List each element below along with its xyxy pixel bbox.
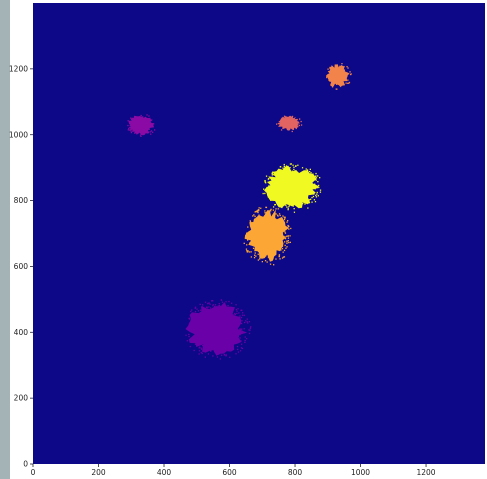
x-tick-label: 800 bbox=[288, 468, 303, 477]
x-tick-label: 600 bbox=[222, 468, 237, 477]
x-tick-label: 1200 bbox=[416, 468, 435, 477]
x-tick-label: 200 bbox=[91, 468, 106, 477]
cluster-region-4 bbox=[127, 114, 156, 137]
y-tick-label: 600 bbox=[14, 262, 29, 271]
y-tick-label: 0 bbox=[23, 460, 28, 469]
x-axis: 0 200 400 600 800 1000 1200 bbox=[31, 464, 436, 477]
x-tick-label: 400 bbox=[157, 468, 172, 477]
y-tick-label: 1200 bbox=[9, 64, 28, 73]
y-tick-label: 400 bbox=[14, 328, 29, 337]
cluster-region-1 bbox=[185, 299, 252, 360]
y-tick-label: 1000 bbox=[9, 130, 28, 139]
cluster-region-2 bbox=[262, 163, 322, 213]
cluster-region-6 bbox=[326, 63, 352, 90]
cluster-region-5 bbox=[276, 115, 303, 133]
x-tick-label: 0 bbox=[31, 468, 36, 477]
y-axis: 0 200 400 600 800 1000 1200 bbox=[9, 64, 33, 469]
x-tick-label: 1000 bbox=[351, 468, 370, 477]
y-tick-label: 800 bbox=[14, 196, 29, 205]
cluster-regions bbox=[127, 63, 352, 360]
left-panel-strip bbox=[0, 0, 10, 479]
y-tick-label: 200 bbox=[14, 394, 29, 403]
cluster-region-3 bbox=[243, 206, 292, 266]
